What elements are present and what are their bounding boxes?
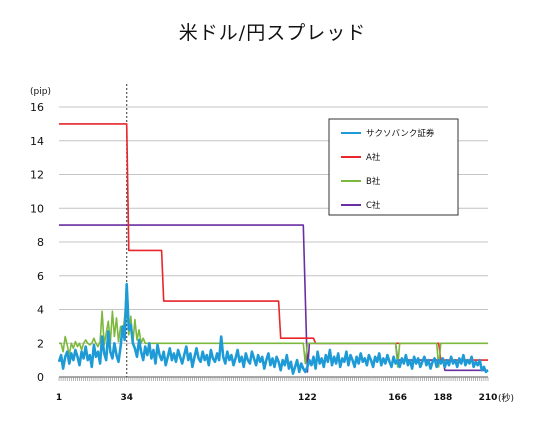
chart-title: 米ドル/円スプレッド xyxy=(178,22,367,44)
y-tick-0: 0 xyxy=(37,371,44,384)
series-line-1 xyxy=(59,123,488,361)
y-tick-2: 2 xyxy=(37,337,44,350)
legend-box xyxy=(328,118,459,216)
legend: サクソバンク証券 A社 B社 C社 xyxy=(328,118,459,216)
legend-label-0: サクソバンク証券 xyxy=(366,128,435,139)
x-tick-1: 1 xyxy=(56,393,62,403)
legend-label-2: B社 xyxy=(366,176,381,187)
x-tick-122: 122 xyxy=(298,393,317,403)
y-tick-12: 12 xyxy=(30,169,44,182)
y-tick-labels: 0 2 4 6 8 10 12 14 16 xyxy=(30,101,44,384)
x-axis xyxy=(58,376,489,381)
y-tick-14: 14 xyxy=(30,135,44,148)
legend-label-1: A社 xyxy=(366,152,381,163)
series-line-3 xyxy=(59,224,488,373)
x-tick-labels: 1 34 122 166 188 210 xyxy=(56,393,498,403)
x-tick-34: 34 xyxy=(120,393,133,403)
y-tick-16: 16 xyxy=(30,101,44,114)
x-tick-188: 188 xyxy=(433,393,452,403)
x-tick-210: 210 xyxy=(479,393,498,403)
x-axis-label: (秒) xyxy=(498,392,514,404)
x-tick-166: 166 xyxy=(388,393,407,403)
y-tick-10: 10 xyxy=(30,202,44,215)
y-tick-6: 6 xyxy=(37,270,44,283)
series-line-0 xyxy=(57,282,489,375)
series-line-2 xyxy=(59,286,488,368)
y-axis-label: (pip) xyxy=(30,87,51,97)
series-group xyxy=(57,123,489,375)
legend-label-3: C社 xyxy=(366,200,381,211)
y-tick-8: 8 xyxy=(37,236,44,249)
y-tick-4: 4 xyxy=(37,304,44,317)
